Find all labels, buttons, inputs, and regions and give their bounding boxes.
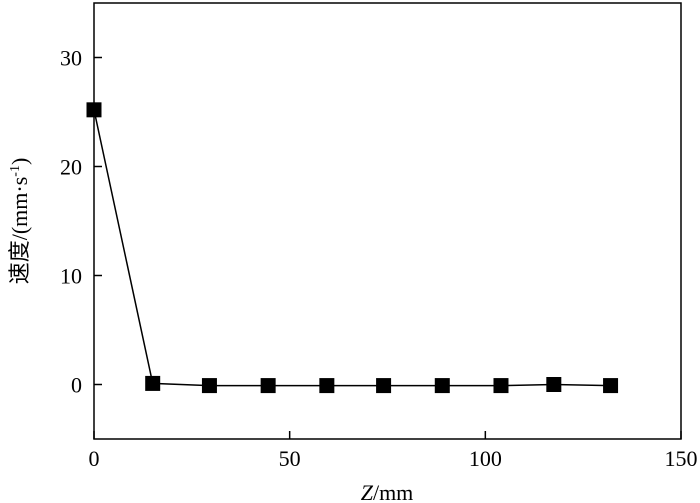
plot-layer — [86, 102, 619, 394]
y-axis-label-superscript: -1 — [8, 165, 23, 177]
x-axis-label: Z/mm — [361, 480, 414, 503]
x-axis-unit: /mm — [373, 480, 413, 503]
y-tick-label: 10 — [60, 264, 82, 289]
y-tick-label: 20 — [60, 155, 82, 180]
y-tick-label: 30 — [60, 46, 82, 71]
data-point-marker — [260, 378, 276, 394]
x-tick-label: 50 — [279, 446, 301, 471]
x-tick-label: 0 — [89, 446, 100, 471]
data-point-marker — [493, 378, 509, 394]
data-point-marker — [434, 378, 450, 394]
series-line — [93, 109, 611, 387]
data-point-marker — [546, 377, 562, 392]
plot-frame — [93, 2, 682, 440]
ticks-layer: 0 50 100 150 0 10 20 30 — [60, 46, 698, 472]
x-axis-variable: Z — [361, 480, 374, 503]
x-tick-label: 150 — [665, 446, 698, 471]
x-tick-label: 100 — [469, 446, 502, 471]
y-axis-label-main: 速度/(mm·s — [7, 177, 32, 285]
data-point-marker — [145, 375, 161, 391]
y-axis-label: 速度/(mm·s-1) — [7, 158, 32, 285]
data-point-marker — [319, 378, 335, 394]
data-point-marker — [201, 378, 217, 394]
data-point-marker — [376, 378, 392, 394]
y-tick-label: 0 — [71, 373, 82, 398]
y-axis-label-close: ) — [7, 158, 32, 165]
data-point-marker — [603, 378, 619, 394]
